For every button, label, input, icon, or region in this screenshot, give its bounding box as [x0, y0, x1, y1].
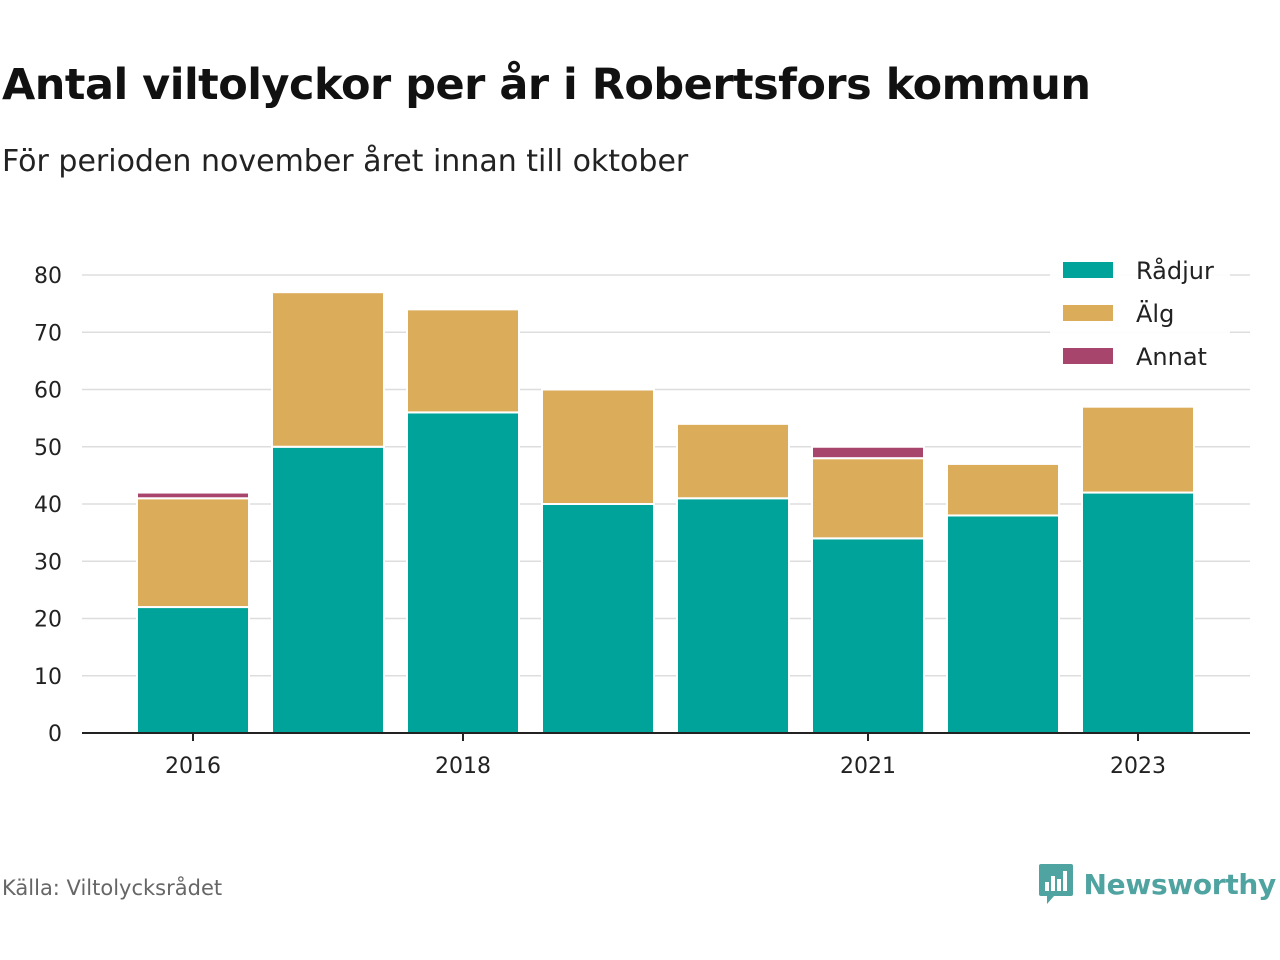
legend-swatch-annat — [1063, 348, 1113, 364]
stacked-bar-chart: 0 10 20 30 40 50 60 70 80 2016 2018 2021 2023 Rådju… — [34, 250, 1250, 779]
newsworthy-logo-icon — [1038, 864, 1073, 904]
x-tick-label: 2016 — [165, 754, 221, 779]
y-tick-label: 80 — [34, 264, 62, 289]
legend-swatch-älg — [1063, 305, 1113, 321]
chart-subtitle: För perioden november året innan till ok… — [2, 144, 689, 179]
bars — [136, 291, 1195, 735]
y-tick-label: 40 — [34, 493, 62, 518]
y-axis-tick-labels: 0 10 20 30 40 50 60 70 80 — [34, 264, 62, 747]
x-tick-label: 2018 — [435, 754, 491, 779]
bar-segment-rådjur — [676, 497, 790, 734]
bar-segment-rådjur — [271, 445, 385, 734]
y-tick-label: 0 — [48, 722, 62, 747]
brand-logo: Newsworthy — [1038, 862, 1276, 906]
y-tick-label: 30 — [34, 550, 62, 575]
bar-segment-rådjur — [406, 411, 520, 734]
legend-label: Rådjur — [1136, 256, 1214, 285]
y-tick-label: 60 — [34, 379, 62, 404]
bar-segment-rådjur — [811, 537, 925, 734]
legend-label: Annat — [1136, 343, 1207, 371]
brand-name: Newsworthy — [1083, 867, 1277, 901]
bar-segment-älg — [271, 291, 385, 448]
bar-segment-älg — [1081, 405, 1195, 494]
legend: Rådjur Älg Annat — [1050, 250, 1230, 380]
x-tick-label: 2023 — [1110, 754, 1166, 779]
y-tick-label: 10 — [34, 665, 62, 690]
bar-segment-annat — [136, 491, 250, 500]
y-tick-label: 20 — [34, 608, 62, 633]
bar-segment-älg — [676, 422, 790, 500]
x-tick-label: 2021 — [840, 754, 896, 779]
bar-segment-rådjur — [1081, 491, 1195, 734]
bar-segment-älg — [811, 457, 925, 540]
bar-segment-annat — [811, 445, 925, 460]
bar-segment-älg — [406, 308, 520, 414]
bar-segment-älg — [541, 388, 655, 505]
bar-segment-älg — [136, 497, 250, 609]
chart-title: Antal viltolyckor per år i Robertsfors k… — [2, 60, 1091, 110]
legend-swatch-rådjur — [1063, 262, 1113, 278]
y-tick-label: 70 — [34, 321, 62, 346]
bar-segment-rådjur — [136, 606, 250, 734]
legend-label: Älg — [1136, 299, 1174, 328]
bar-segment-rådjur — [946, 514, 1060, 735]
y-tick-label: 50 — [34, 436, 62, 461]
x-axis-tick-labels: 2016 2018 2021 2023 — [165, 754, 1166, 779]
bar-segment-rådjur — [541, 503, 655, 734]
x-axis — [82, 732, 1250, 741]
source-note: Källa: Viltolycksrådet — [2, 876, 223, 900]
bar-segment-älg — [946, 462, 1060, 517]
